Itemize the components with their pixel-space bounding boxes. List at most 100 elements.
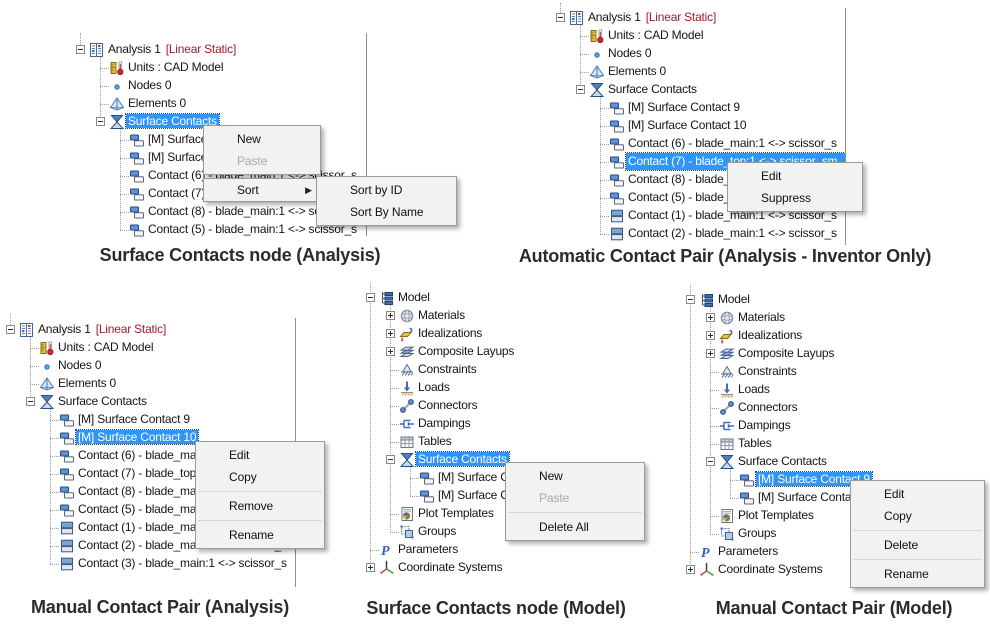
- tree-item[interactable]: Surface Contacts: [125, 113, 220, 131]
- expand-icon[interactable]: [366, 563, 375, 572]
- tree-item[interactable]: Units : CAD Model: [128, 59, 223, 77]
- tree-item[interactable]: Materials: [418, 307, 465, 325]
- menu-item-copy[interactable]: Copy: [196, 466, 324, 488]
- expand-icon[interactable]: [386, 311, 395, 320]
- tree-item[interactable]: [M] Surface Contact 9: [628, 99, 740, 117]
- nodes-icon: [39, 358, 55, 374]
- menu-item-new[interactable]: New: [204, 128, 320, 150]
- tree-item[interactable]: Surface Contacts: [58, 393, 147, 411]
- collapse-icon[interactable]: [76, 45, 85, 54]
- tree-item[interactable]: Tables: [418, 433, 452, 451]
- tree-item[interactable]: Materials: [738, 309, 785, 327]
- expand-icon[interactable]: [686, 565, 695, 574]
- tree-item[interactable]: Nodes 0: [128, 77, 171, 95]
- tree-item[interactable]: Model: [398, 289, 430, 307]
- expand-icon[interactable]: [386, 329, 395, 338]
- collapse-icon[interactable]: [706, 457, 715, 466]
- tree-item[interactable]: Dampings: [418, 415, 471, 433]
- tree-item[interactable]: Loads: [738, 381, 770, 399]
- collapse-icon[interactable]: [26, 397, 35, 406]
- tree-item-label: Materials: [738, 310, 785, 324]
- tree-item[interactable]: Coordinate Systems: [718, 561, 823, 579]
- menu-item-edit[interactable]: Edit: [728, 165, 862, 187]
- menu-item-edit[interactable]: Edit: [196, 444, 324, 466]
- tree-item[interactable]: Units : CAD Model: [58, 339, 153, 357]
- tree-item[interactable]: Coordinate Systems: [398, 559, 503, 577]
- contact-pair-icon: [129, 132, 145, 148]
- collapse-icon[interactable]: [576, 85, 585, 94]
- tree-item[interactable]: Idealizations: [738, 327, 802, 345]
- menu-item-delete-all[interactable]: Delete All: [506, 516, 644, 538]
- menu-item-suppress[interactable]: Suppress: [728, 187, 862, 209]
- tree-item[interactable]: Contact (5) - blade_main:1 <-> scissor_s: [148, 221, 357, 239]
- tree-connector-stub: [100, 68, 109, 69]
- menu-separator: [508, 512, 642, 513]
- tree-item[interactable]: Analysis 1 [Linear Static]: [108, 41, 236, 59]
- expand-icon[interactable]: [386, 347, 395, 356]
- menu-item-edit[interactable]: Edit: [851, 483, 984, 505]
- menu-item-label: Suppress: [761, 191, 811, 205]
- tree-item[interactable]: Nodes 0: [58, 357, 101, 375]
- tree-item[interactable]: [M] Surface Contact 10: [758, 489, 877, 507]
- tree-item[interactable]: Constraints: [738, 363, 797, 381]
- tree-item[interactable]: Connectors: [418, 397, 478, 415]
- menu-item-copy[interactable]: Copy: [851, 505, 984, 527]
- tree-item[interactable]: Plot Templates: [738, 507, 814, 525]
- tree-item[interactable]: Elements 0: [608, 63, 666, 81]
- collapse-icon[interactable]: [386, 455, 395, 464]
- tree-item[interactable]: Elements 0: [58, 375, 116, 393]
- tree-item[interactable]: [M] Surface Contact 10: [628, 117, 747, 135]
- tree-item[interactable]: Composite Layups: [738, 345, 834, 363]
- tree-item[interactable]: [M] Surface Contact 10: [74, 429, 200, 447]
- tree-connector-stub: [600, 108, 609, 109]
- tree-item[interactable]: Idealizations: [418, 325, 482, 343]
- menu-item-label: Copy: [229, 470, 257, 484]
- collapse-icon[interactable]: [556, 13, 565, 22]
- tree-item[interactable]: Groups: [418, 523, 456, 541]
- tree-item[interactable]: Tables: [738, 435, 772, 453]
- tree-item[interactable]: Nodes 0: [608, 45, 651, 63]
- collapse-icon[interactable]: [96, 117, 105, 126]
- menu-item-paste[interactable]: Paste: [506, 487, 644, 509]
- menu-item-sort[interactable]: Sort ▶: [204, 179, 320, 201]
- menu-item-rename[interactable]: Rename: [196, 524, 324, 546]
- collapse-icon[interactable]: [686, 295, 695, 304]
- expand-icon[interactable]: [706, 349, 715, 358]
- tree-item[interactable]: Contact (6) - blade_main:1 <-> scissor_s: [628, 135, 837, 153]
- tree-item[interactable]: Elements 0: [128, 95, 186, 113]
- tree-item[interactable]: Plot Templates: [418, 505, 494, 523]
- tree-connector-stub: [120, 230, 129, 231]
- tree-item[interactable]: Surface Contacts: [738, 453, 827, 471]
- tree-item[interactable]: Contact (3) - blade_main:1 <-> scissor_s: [78, 555, 287, 573]
- collapse-icon[interactable]: [6, 325, 15, 334]
- tree-item[interactable]: Surface Contacts: [415, 451, 510, 469]
- expand-icon[interactable]: [706, 331, 715, 340]
- tree-item[interactable]: Contact (8) - blade_main:1 <-> scissor_s: [148, 203, 357, 221]
- tree-item[interactable]: Analysis 1 [Linear Static]: [588, 9, 716, 27]
- tree-item[interactable]: [M] Surface Contact 9: [755, 471, 873, 489]
- tree-item[interactable]: Model: [718, 291, 750, 309]
- tree-item[interactable]: Units : CAD Model: [608, 27, 703, 45]
- menu-item-label: Rename: [229, 528, 274, 542]
- menu-item-rename[interactable]: Rename: [851, 563, 984, 585]
- tree-item[interactable]: Composite Layups: [418, 343, 514, 361]
- collapse-icon[interactable]: [366, 293, 375, 302]
- tree-item[interactable]: Connectors: [738, 399, 798, 417]
- tree-item[interactable]: Dampings: [738, 417, 791, 435]
- tree-item[interactable]: Analysis 1 [Linear Static]: [38, 321, 166, 339]
- tree-item[interactable]: Groups: [738, 525, 776, 543]
- menu-item-sort-by-id[interactable]: Sort by ID: [317, 179, 456, 201]
- tree-item[interactable]: Parameters: [718, 543, 778, 561]
- menu-item-remove[interactable]: Remove: [196, 495, 324, 517]
- tree-item[interactable]: Contact (2) - blade_main:1 <-> scissor_s: [628, 225, 837, 243]
- menu-item-delete[interactable]: Delete: [851, 534, 984, 556]
- tree-item[interactable]: Constraints: [418, 361, 477, 379]
- tree-item[interactable]: Parameters: [398, 541, 458, 559]
- tree-item[interactable]: Surface Contacts: [608, 81, 697, 99]
- tree-item[interactable]: Loads: [418, 379, 450, 397]
- menu-item-paste[interactable]: Paste: [204, 150, 320, 172]
- menu-item-new[interactable]: New: [506, 465, 644, 487]
- menu-item-sort-by-name[interactable]: Sort By Name: [317, 201, 456, 223]
- tree-item[interactable]: [M] Surface Contact 9: [78, 411, 190, 429]
- expand-icon[interactable]: [706, 313, 715, 322]
